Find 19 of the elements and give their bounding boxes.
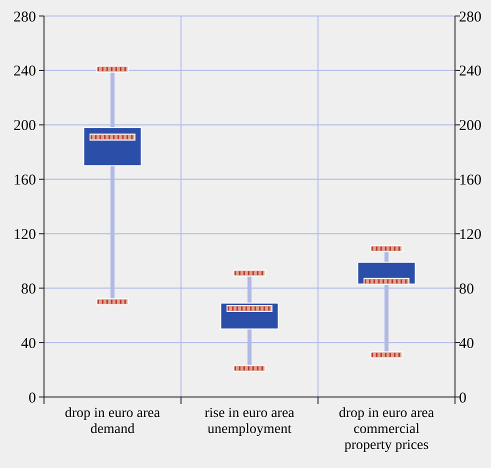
y-tick-label: 120 [14,226,36,243]
y-tick-label: 160 [14,172,36,189]
y-tick-label: 40 [21,336,36,352]
y2-tick-label: 40 [459,336,474,352]
y2-tick-label: 120 [459,226,482,243]
x-tick-label: rise in euro area unemployment [204,406,296,437]
y-tick-label: 200 [14,118,36,134]
y-tick-label: 240 [14,64,36,80]
y-tick-label: 280 [14,9,36,26]
y2-tick-label: 160 [459,172,482,189]
y2-tick-label: 200 [459,118,482,134]
x-tick-label: drop in euro area demand [64,406,161,437]
y2-tick-label: 0 [459,390,466,406]
y2-tick-label: 280 [459,9,482,26]
x-tick-label: drop in euro area commercial property prices [338,406,435,453]
y2-tick-label: 240 [459,64,482,80]
y-tick-label: 0 [28,390,36,406]
y2-tick-label: 80 [459,281,474,298]
y-tick-label: 80 [21,281,36,298]
